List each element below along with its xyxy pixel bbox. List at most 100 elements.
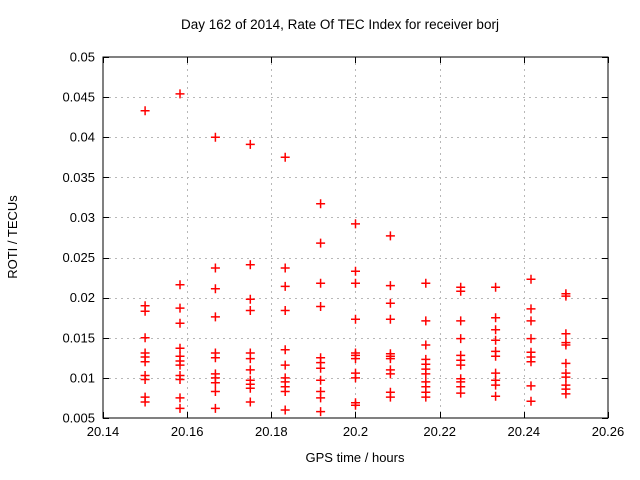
data-point xyxy=(456,388,466,398)
x-tick-label: 20.14 xyxy=(87,424,120,439)
data-point xyxy=(561,358,571,368)
data-point xyxy=(561,291,571,301)
y-tick-label: 0.04 xyxy=(70,130,95,145)
data-point xyxy=(316,278,326,288)
data-point xyxy=(421,392,431,402)
data-point xyxy=(280,387,290,396)
data-point xyxy=(210,312,220,322)
data-point xyxy=(491,282,501,292)
x-axis-label: GPS time / hours xyxy=(306,450,405,465)
data-point xyxy=(421,316,431,326)
data-point xyxy=(561,340,571,350)
data-point xyxy=(210,387,220,396)
data-point xyxy=(526,357,536,367)
data-point xyxy=(245,397,255,407)
data-points-layer xyxy=(140,89,571,417)
data-point xyxy=(175,89,185,99)
y-tick-label: 0.045 xyxy=(62,90,95,105)
data-point xyxy=(456,286,466,296)
data-point xyxy=(316,407,326,417)
data-point xyxy=(351,219,360,229)
gridlines-layer xyxy=(103,57,608,418)
data-point xyxy=(140,357,150,367)
data-point xyxy=(351,354,360,364)
data-point xyxy=(316,199,326,209)
data-point xyxy=(351,400,360,410)
data-point xyxy=(491,335,501,345)
data-point xyxy=(491,391,501,401)
data-point xyxy=(280,345,290,355)
data-point xyxy=(175,303,185,313)
data-point xyxy=(456,334,466,344)
data-point xyxy=(210,353,220,363)
data-point xyxy=(561,372,571,382)
data-point xyxy=(175,318,185,328)
data-point xyxy=(526,396,536,406)
data-point xyxy=(280,263,290,273)
data-point xyxy=(491,325,501,335)
data-point xyxy=(210,263,220,273)
data-point xyxy=(245,260,255,270)
x-tick-label: 20.22 xyxy=(423,424,456,439)
data-point xyxy=(385,314,395,324)
data-point xyxy=(175,343,185,353)
data-point xyxy=(210,378,220,388)
data-point xyxy=(140,106,150,116)
x-tick-label: 20.18 xyxy=(255,424,288,439)
data-point xyxy=(456,316,466,326)
data-point xyxy=(140,397,150,407)
data-point xyxy=(421,369,431,379)
data-point xyxy=(526,334,536,344)
y-tick-label: 0.02 xyxy=(70,290,95,305)
y-tick-label: 0.035 xyxy=(62,170,95,185)
data-point xyxy=(491,351,501,361)
data-point xyxy=(140,333,150,343)
data-point xyxy=(421,340,431,350)
data-point xyxy=(526,304,536,314)
data-point xyxy=(526,274,536,284)
x-tick-label: 20.24 xyxy=(508,424,541,439)
data-point xyxy=(385,281,395,291)
data-point xyxy=(280,306,290,315)
data-point xyxy=(316,375,326,385)
data-point xyxy=(316,393,326,403)
data-point xyxy=(385,392,395,402)
data-point xyxy=(491,380,501,390)
x-tick-label: 20.16 xyxy=(171,424,204,439)
data-point xyxy=(175,403,185,413)
y-tick-label: 0.005 xyxy=(62,411,95,426)
data-point xyxy=(421,278,431,288)
data-point xyxy=(316,302,326,311)
data-point xyxy=(210,403,220,413)
data-point xyxy=(210,132,220,142)
data-point xyxy=(385,369,395,379)
data-point xyxy=(526,381,536,391)
data-point xyxy=(351,373,360,383)
data-point xyxy=(351,278,360,288)
x-tick-label: 20.26 xyxy=(592,424,625,439)
data-point xyxy=(140,306,150,316)
data-point xyxy=(175,280,185,290)
data-point xyxy=(351,314,360,324)
data-point xyxy=(280,405,290,415)
data-point xyxy=(280,281,290,291)
y-axis-label: ROTI / TECUs xyxy=(5,195,20,279)
tick-labels-layer: 20.14 20.16 20.18 20.2 20.22 20.24 20.26 0.005 0… xyxy=(62,50,624,440)
data-point xyxy=(140,375,150,384)
y-tick-label: 0.015 xyxy=(62,330,95,345)
y-tick-label: 0.025 xyxy=(62,250,95,265)
data-point xyxy=(561,329,571,339)
data-point xyxy=(351,266,360,276)
data-point xyxy=(175,393,185,403)
data-point xyxy=(385,231,395,241)
data-point xyxy=(245,365,255,375)
data-point xyxy=(175,360,185,370)
data-point xyxy=(316,363,326,373)
tick-marks-layer xyxy=(103,57,609,419)
data-point xyxy=(385,354,395,364)
data-point xyxy=(245,383,255,393)
y-tick-label: 0.05 xyxy=(70,50,95,65)
data-point xyxy=(210,284,220,294)
